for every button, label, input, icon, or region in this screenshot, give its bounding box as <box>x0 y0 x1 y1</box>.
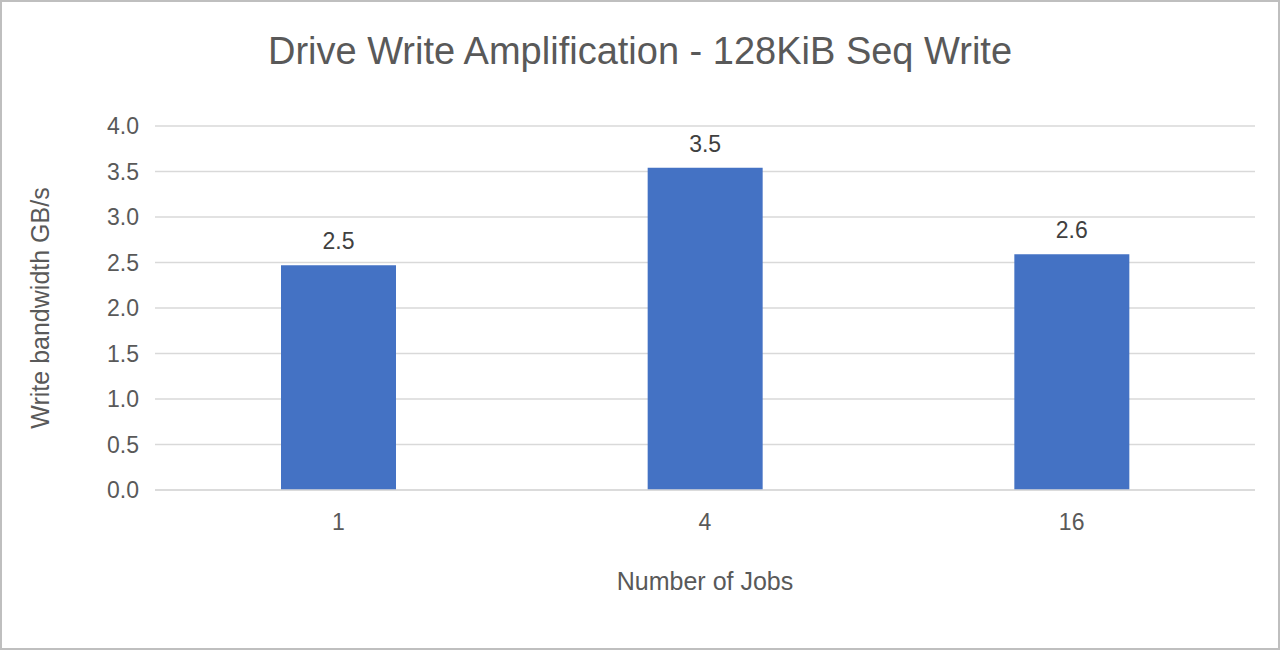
svg-text:1: 1 <box>332 509 345 535</box>
svg-text:2.5: 2.5 <box>107 250 139 276</box>
html-text:Drive Write Amplification - 12: Drive Write Amplification - 128KiB Seq W… <box>268 30 1012 72</box>
svg-text:0.5: 0.5 <box>107 432 139 458</box>
svg-text:1.5: 1.5 <box>107 341 139 367</box>
svg-text:Write bandwidth GB/s: Write bandwidth GB/s <box>26 187 54 428</box>
svg-text:3.5: 3.5 <box>107 159 139 185</box>
svg-text:1.0: 1.0 <box>107 386 139 412</box>
svg-text:3.5: 3.5 <box>689 131 721 157</box>
svg-text:2.6: 2.6 <box>1056 217 1088 243</box>
svg-text:4.0: 4.0 <box>107 113 139 139</box>
svg-text:16: 16 <box>1059 509 1085 535</box>
svg-text:4: 4 <box>699 509 712 535</box>
svg-text:0.0: 0.0 <box>107 477 139 503</box>
svg-text:Number of Jobs: Number of Jobs <box>617 567 793 595</box>
svg-text:2.0: 2.0 <box>107 295 139 321</box>
svg-text:3.0: 3.0 <box>107 204 139 230</box>
svg-text:2.5: 2.5 <box>323 228 355 254</box>
